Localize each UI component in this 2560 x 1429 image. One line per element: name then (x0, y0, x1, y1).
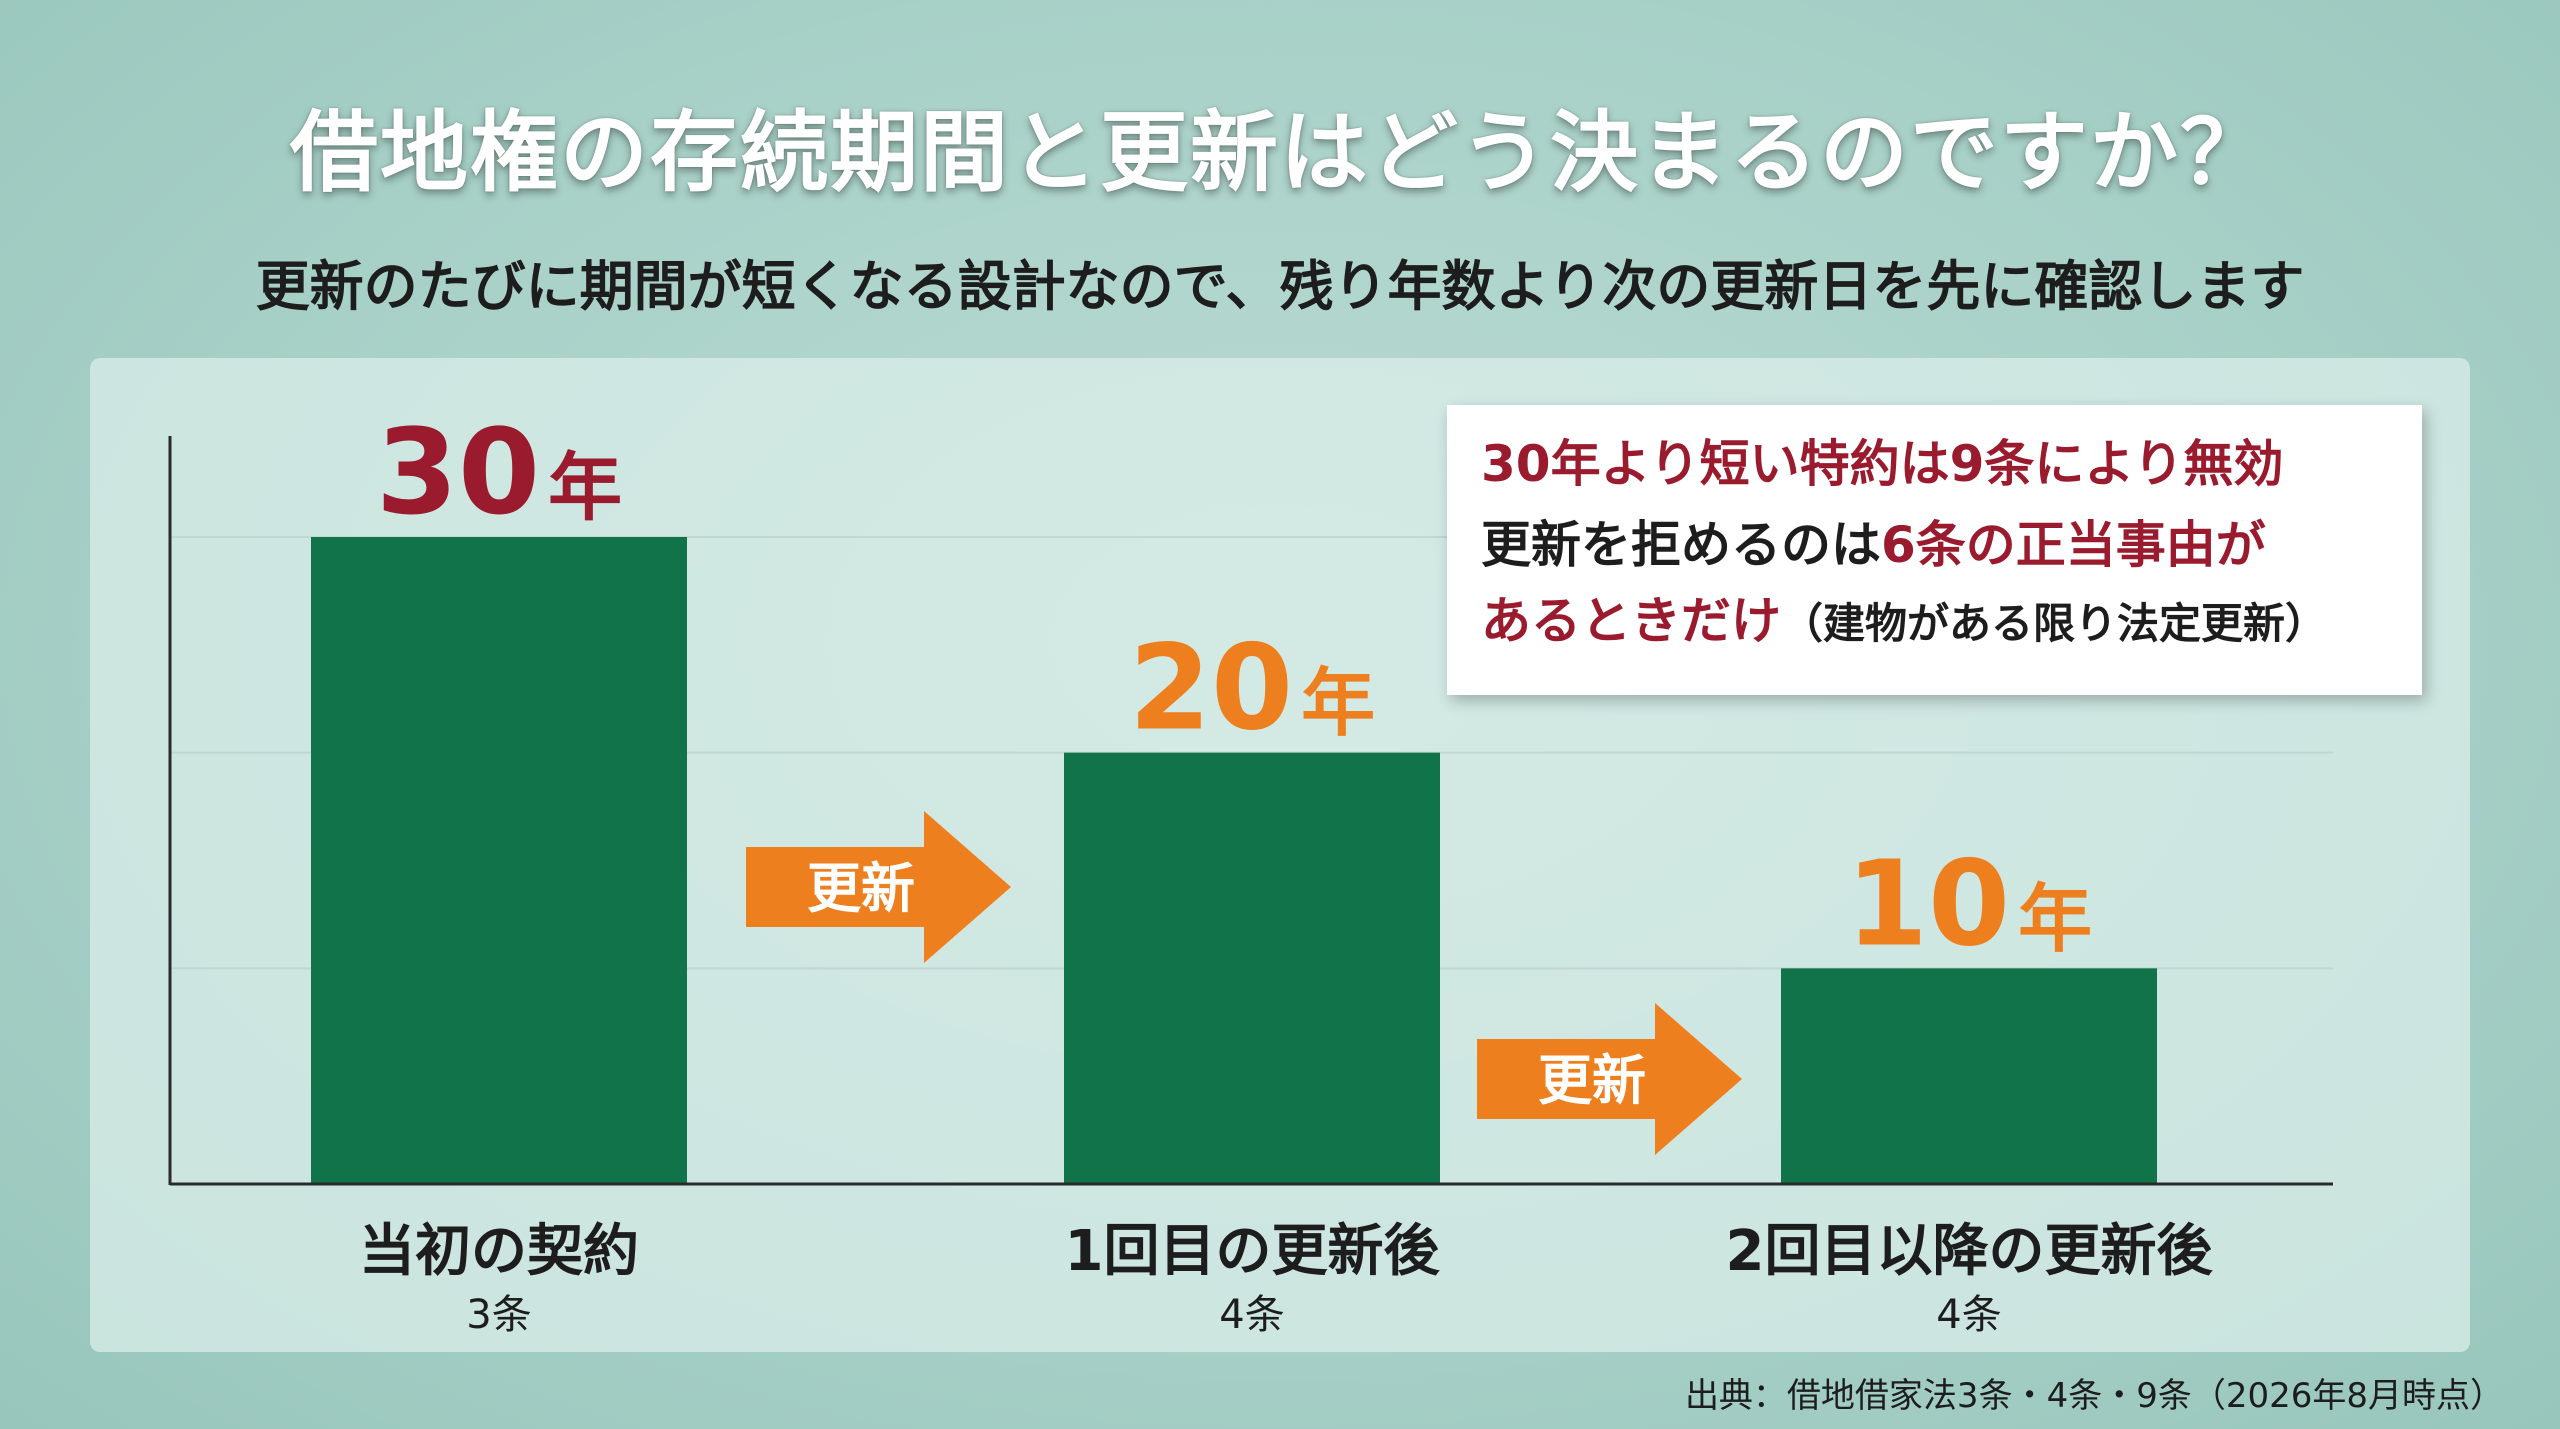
bar-value-label: 10 年 (1846, 834, 2092, 972)
callout-line-1: 30年より短い特約は9条により無効 (1481, 435, 2284, 493)
category-sub-initial: 3条 (466, 1292, 532, 1338)
source-note: 出典：借地借家法3条・4条・9条（2026年8月時点） (1684, 1376, 2504, 1416)
bar-value-label: 30 年 (376, 403, 622, 541)
renewal-arrow-label: 更新 (807, 857, 915, 920)
category-sub-first-renewal: 4条 (1219, 1292, 1285, 1338)
bar (1064, 752, 1440, 1184)
category-label-first-renewal: 1回目の更新後 (1064, 1219, 1440, 1284)
page-subtitle: 更新のたびに期間が短くなる設計なので、残り年数より次の更新日を先に確認します (255, 255, 2305, 318)
callout-line-2a: 更新を拒めるのは (1481, 516, 1881, 574)
category-label-initial: 当初の契約 (359, 1219, 639, 1284)
bar (1781, 968, 2157, 1184)
category-label-second-renewal: 2回目以降の更新後 (1725, 1219, 2213, 1284)
callout-line-2b: 6条の正当事由が (1881, 516, 2266, 574)
renewal-arrow (1477, 1003, 1742, 1155)
callout-line-2: 更新を拒めるのは6条の正当事由が あるときだけ（建物がある限り法定更新） (1481, 507, 2388, 662)
legal-note-callout: 30年より短い特約は9条により無効 更新を拒めるのは6条の正当事由が あるときだ… (1447, 405, 2422, 695)
category-sub-second-renewal: 4条 (1936, 1292, 2002, 1338)
bar (311, 537, 687, 1184)
renewal-arrow (746, 811, 1011, 963)
callout-line-3b: （建物がある限り法定更新） (1781, 599, 2328, 648)
callout-line-3a: あるときだけ (1481, 592, 1781, 650)
page-title: 借地権の存続期間と更新はどう決まるのですか？ (289, 101, 2270, 204)
bar-value-label: 20 年 (1129, 619, 1375, 757)
renewal-arrow-label: 更新 (1538, 1049, 1646, 1112)
